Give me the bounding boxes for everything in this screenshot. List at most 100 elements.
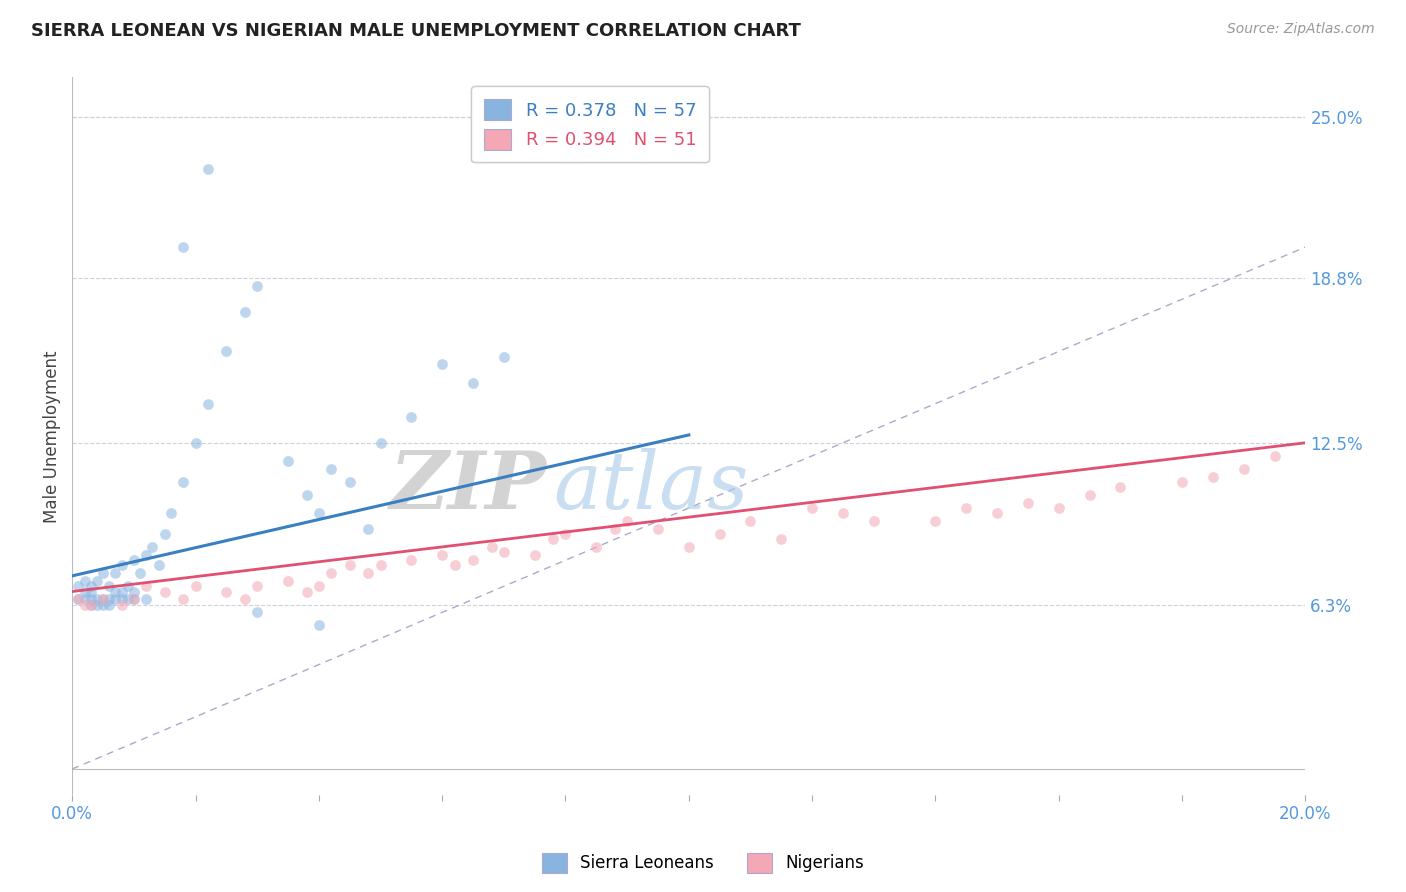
Point bbox=[148, 558, 170, 573]
Point bbox=[986, 506, 1008, 520]
Point bbox=[122, 553, 145, 567]
Point bbox=[295, 488, 318, 502]
Point bbox=[215, 344, 238, 359]
Point bbox=[104, 592, 127, 607]
Point bbox=[98, 579, 121, 593]
Point bbox=[80, 598, 103, 612]
Point bbox=[295, 584, 318, 599]
Point bbox=[197, 161, 219, 176]
Point bbox=[616, 514, 638, 528]
Point bbox=[541, 533, 564, 547]
Point bbox=[862, 514, 884, 528]
Point bbox=[357, 522, 380, 536]
Point bbox=[129, 566, 152, 581]
Point bbox=[86, 598, 108, 612]
Point bbox=[117, 592, 139, 607]
Point bbox=[122, 592, 145, 607]
Point bbox=[86, 574, 108, 588]
Point bbox=[246, 606, 269, 620]
Point bbox=[135, 548, 157, 562]
Point bbox=[461, 376, 484, 390]
Point bbox=[308, 506, 330, 520]
Point bbox=[647, 522, 669, 536]
Point bbox=[370, 558, 392, 573]
Point bbox=[1233, 462, 1256, 476]
Point bbox=[233, 592, 256, 607]
Legend: Sierra Leoneans, Nigerians: Sierra Leoneans, Nigerians bbox=[536, 847, 870, 880]
Point bbox=[321, 462, 343, 476]
Point bbox=[141, 540, 163, 554]
Point bbox=[172, 240, 194, 254]
Point bbox=[955, 501, 977, 516]
Point bbox=[80, 592, 103, 607]
Point bbox=[98, 592, 121, 607]
Point bbox=[308, 579, 330, 593]
Point bbox=[104, 584, 127, 599]
Point bbox=[91, 598, 114, 612]
Point bbox=[603, 522, 626, 536]
Point bbox=[91, 592, 114, 607]
Point bbox=[67, 592, 90, 607]
Point bbox=[246, 279, 269, 293]
Point bbox=[709, 527, 731, 541]
Y-axis label: Male Unemployment: Male Unemployment bbox=[44, 350, 60, 523]
Point bbox=[122, 584, 145, 599]
Point bbox=[401, 409, 423, 424]
Point bbox=[98, 598, 121, 612]
Text: atlas: atlas bbox=[553, 448, 748, 525]
Point bbox=[73, 584, 96, 599]
Point bbox=[246, 579, 269, 593]
Point bbox=[215, 584, 238, 599]
Point bbox=[110, 558, 132, 573]
Text: Source: ZipAtlas.com: Source: ZipAtlas.com bbox=[1227, 22, 1375, 37]
Point bbox=[73, 574, 96, 588]
Point bbox=[1017, 496, 1039, 510]
Point bbox=[104, 566, 127, 581]
Point bbox=[1109, 480, 1132, 494]
Point bbox=[73, 592, 96, 607]
Point bbox=[357, 566, 380, 581]
Point bbox=[110, 584, 132, 599]
Point bbox=[339, 475, 361, 489]
Point bbox=[184, 579, 207, 593]
Point bbox=[492, 350, 515, 364]
Point bbox=[172, 475, 194, 489]
Point bbox=[184, 435, 207, 450]
Text: SIERRA LEONEAN VS NIGERIAN MALE UNEMPLOYMENT CORRELATION CHART: SIERRA LEONEAN VS NIGERIAN MALE UNEMPLOY… bbox=[31, 22, 801, 40]
Point bbox=[924, 514, 946, 528]
Point bbox=[740, 514, 762, 528]
Point bbox=[1171, 475, 1194, 489]
Point bbox=[1078, 488, 1101, 502]
Point bbox=[73, 598, 96, 612]
Point bbox=[308, 618, 330, 632]
Point bbox=[443, 558, 465, 573]
Point bbox=[801, 501, 824, 516]
Point bbox=[160, 506, 183, 520]
Point bbox=[277, 454, 299, 468]
Point bbox=[339, 558, 361, 573]
Point bbox=[1047, 501, 1070, 516]
Point bbox=[110, 598, 132, 612]
Point bbox=[80, 598, 103, 612]
Point bbox=[135, 579, 157, 593]
Point bbox=[91, 566, 114, 581]
Point bbox=[430, 358, 453, 372]
Point bbox=[321, 566, 343, 581]
Point bbox=[91, 592, 114, 607]
Point bbox=[832, 506, 855, 520]
Point bbox=[172, 592, 194, 607]
Point bbox=[197, 397, 219, 411]
Point bbox=[80, 584, 103, 599]
Legend: R = 0.378   N = 57, R = 0.394   N = 51: R = 0.378 N = 57, R = 0.394 N = 51 bbox=[471, 87, 709, 162]
Point bbox=[1202, 469, 1225, 483]
Point bbox=[153, 527, 176, 541]
Point bbox=[461, 553, 484, 567]
Point bbox=[110, 592, 132, 607]
Point bbox=[277, 574, 299, 588]
Point bbox=[554, 527, 576, 541]
Point bbox=[67, 592, 90, 607]
Point bbox=[430, 548, 453, 562]
Point bbox=[117, 579, 139, 593]
Point bbox=[585, 540, 607, 554]
Point bbox=[678, 540, 700, 554]
